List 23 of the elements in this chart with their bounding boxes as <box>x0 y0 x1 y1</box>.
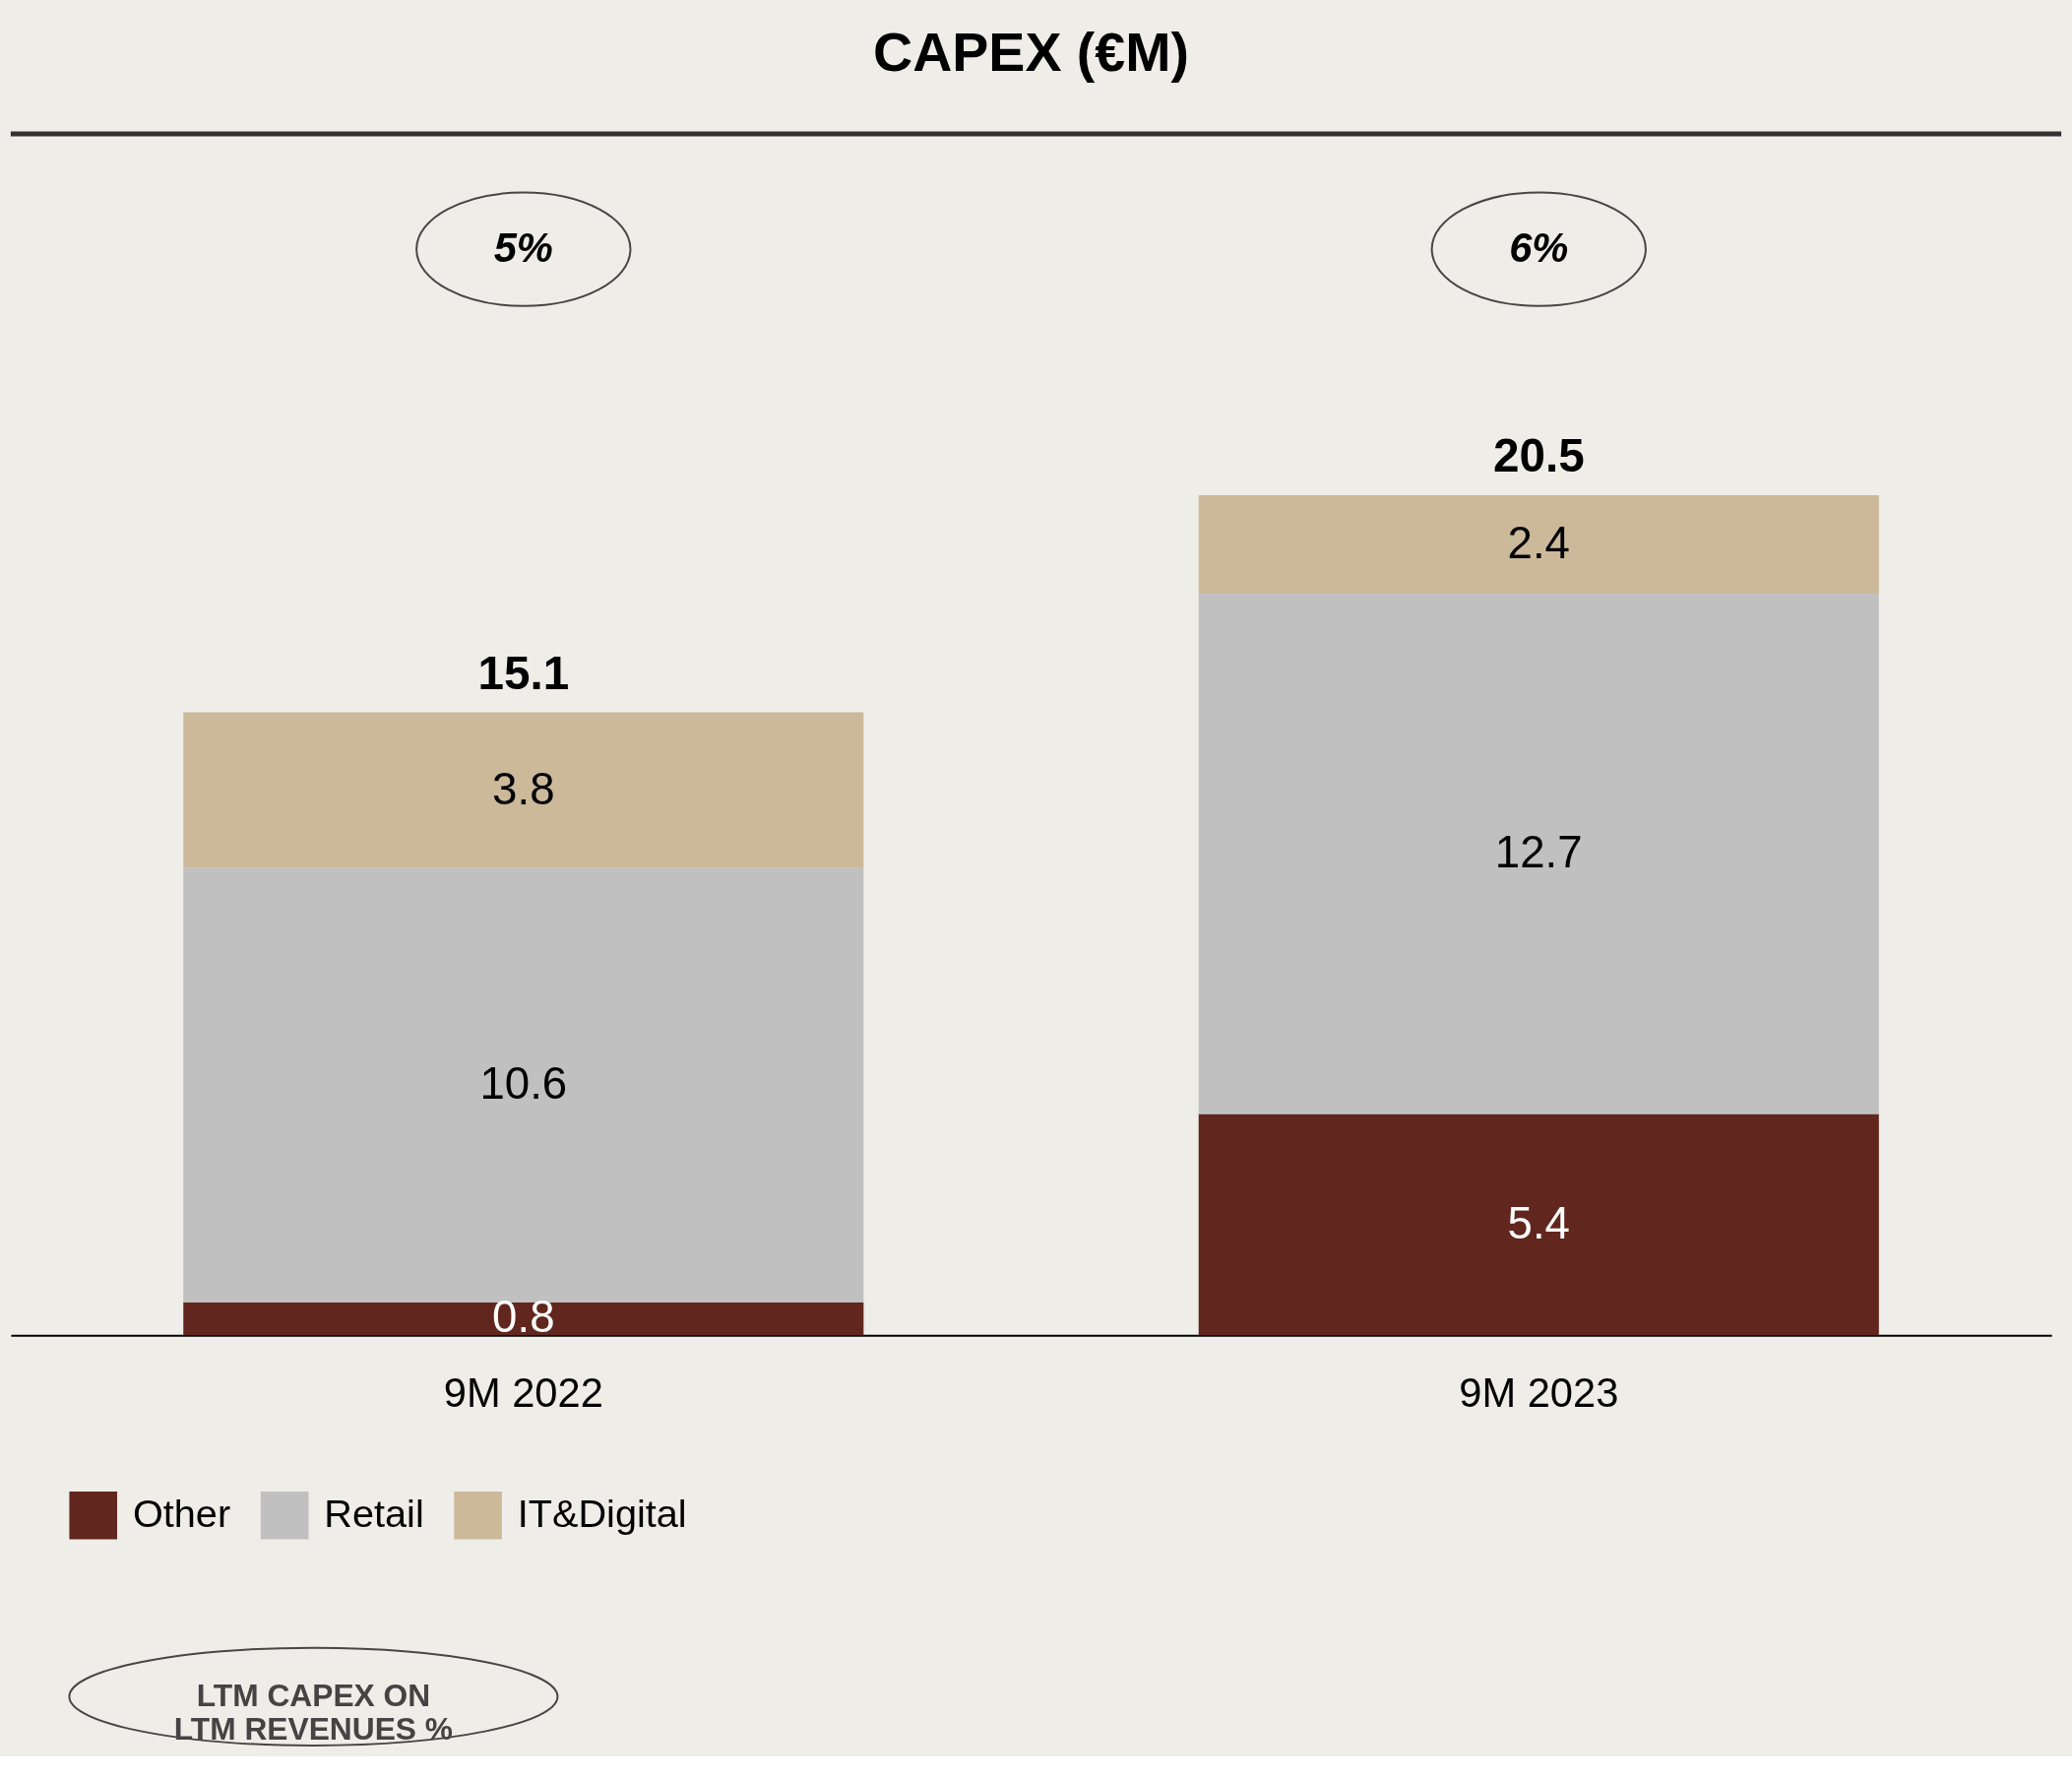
bar <box>1198 495 1879 594</box>
legend-label: Retail <box>324 1492 424 1536</box>
bar <box>183 712 864 868</box>
total-label: 20.5 <box>1492 429 1585 482</box>
bar <box>183 1302 864 1336</box>
x-tick-label: 9M 2022 <box>443 1369 603 1417</box>
data-label: 0.8 <box>492 1292 555 1343</box>
data-label: 12.7 <box>1494 827 1583 878</box>
x-tick-label: 9M 2023 <box>1459 1369 1619 1417</box>
data-label: 10.6 <box>479 1058 568 1110</box>
data-label: 3.8 <box>492 763 555 814</box>
data-label: 2.4 <box>1507 517 1570 568</box>
bar <box>183 867 864 1303</box>
total-label: 15.1 <box>477 646 570 699</box>
legend-label: Other <box>132 1492 231 1536</box>
legend-label: IT&Digital <box>517 1492 687 1536</box>
bar <box>1198 1113 1879 1336</box>
chart-title: CAPEX (€M) <box>873 22 1190 84</box>
text: 6% <box>1509 224 1569 272</box>
data-label: 5.4 <box>1507 1197 1570 1248</box>
text: LTM CAPEX ON LTM REVENUES % <box>173 1678 454 1747</box>
text: 5% <box>493 224 553 272</box>
bar <box>1198 593 1879 1114</box>
